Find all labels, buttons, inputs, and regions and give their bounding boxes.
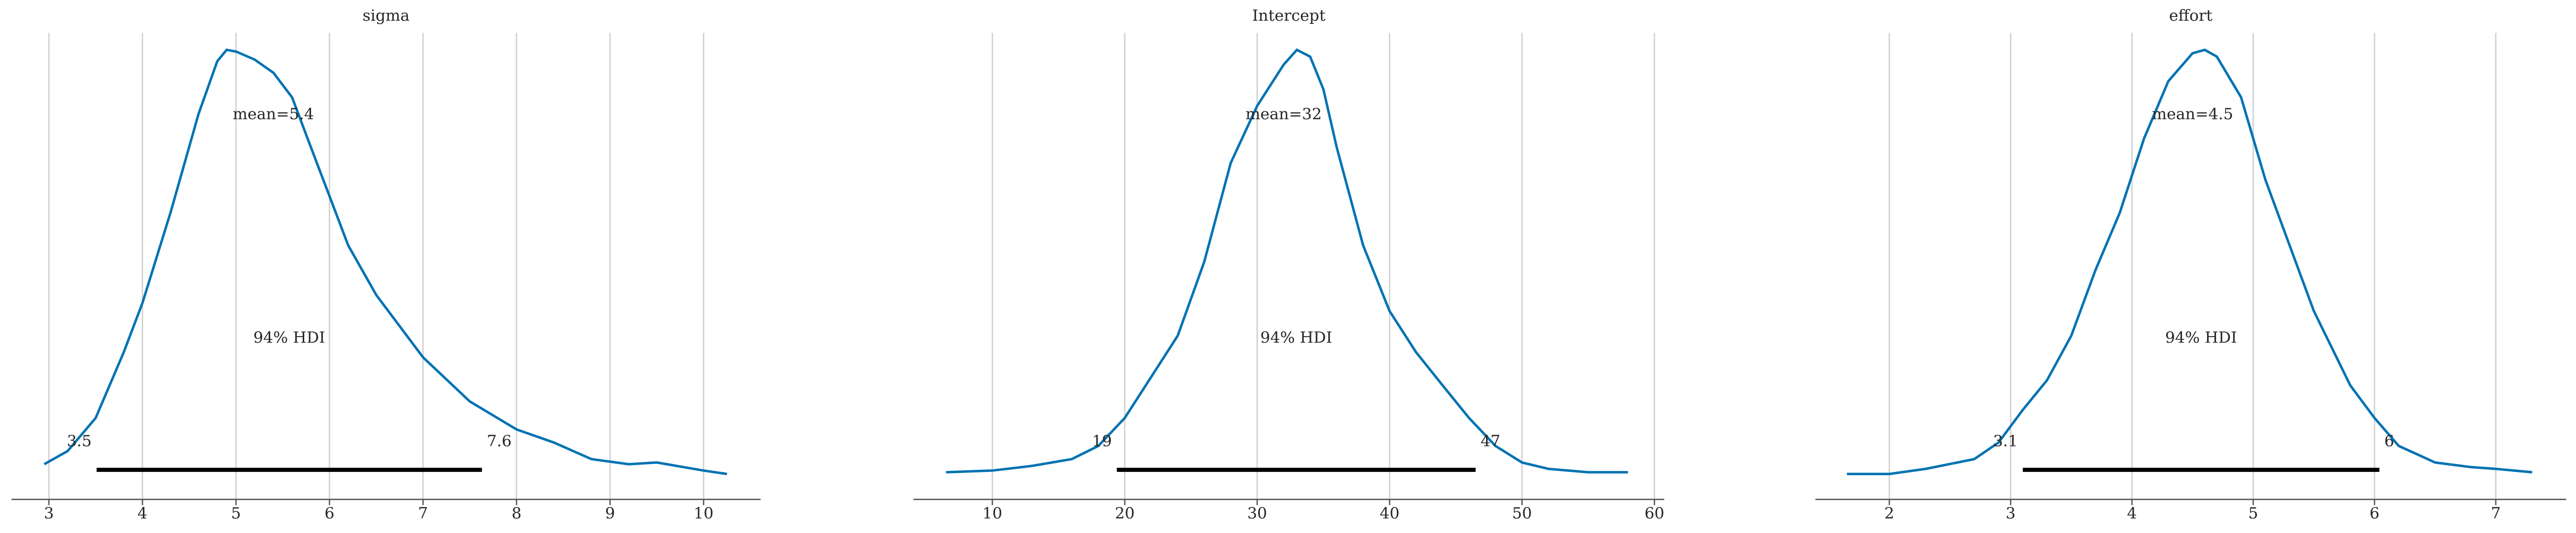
panel-title: sigma	[363, 6, 410, 24]
hdi-bound-label: 3.1	[1993, 432, 2018, 450]
hdi-label: 94% HDI	[1260, 328, 1332, 346]
x-tick-label: 8	[512, 504, 522, 522]
panel-title: Intercept	[1252, 6, 1325, 24]
x-tick-label: 5	[231, 504, 241, 522]
density-curve	[44, 48, 727, 476]
hdi-bound-label: 19	[1092, 432, 1112, 450]
x-tick-label: 3	[44, 504, 54, 522]
mean-label: mean=4.5	[2152, 105, 2233, 123]
x-tick-label: 6	[2369, 504, 2380, 522]
x-tick-label: 50	[1512, 504, 1532, 522]
x-tick-label: 10	[982, 504, 1002, 522]
hdi-label: 94% HDI	[2165, 328, 2237, 346]
x-tick-label: 4	[2127, 504, 2137, 522]
x-tick-label: 30	[1247, 504, 1267, 522]
hdi-label: 94% HDI	[253, 328, 325, 346]
x-tick-label: 20	[1115, 504, 1135, 522]
hdi-bound-label: 7.6	[487, 432, 512, 450]
x-tick-label: 7	[418, 504, 428, 522]
x-tick-label: 10	[694, 504, 714, 522]
x-tick-label: 40	[1380, 504, 1399, 522]
x-tick-label: 4	[138, 504, 148, 522]
panel-title: effort	[2169, 6, 2212, 24]
density-curve	[1847, 48, 2532, 476]
x-tick-label: 3	[2006, 504, 2016, 522]
x-tick-label: 2	[1884, 504, 1894, 522]
x-tick-label: 9	[605, 504, 615, 522]
density-curve	[946, 48, 1628, 474]
hdi-bound-label: 6	[2384, 432, 2394, 450]
mean-label: mean=5.4	[233, 105, 314, 123]
x-tick-label: 7	[2491, 504, 2501, 522]
x-tick-label: 6	[324, 504, 334, 522]
x-tick-label: 60	[1644, 504, 1664, 522]
mean-label: mean=32	[1246, 105, 1322, 123]
x-tick-label: 5	[2248, 504, 2259, 522]
hdi-bound-label: 47	[1481, 432, 1500, 450]
hdi-bound-label: 3.5	[67, 432, 92, 450]
